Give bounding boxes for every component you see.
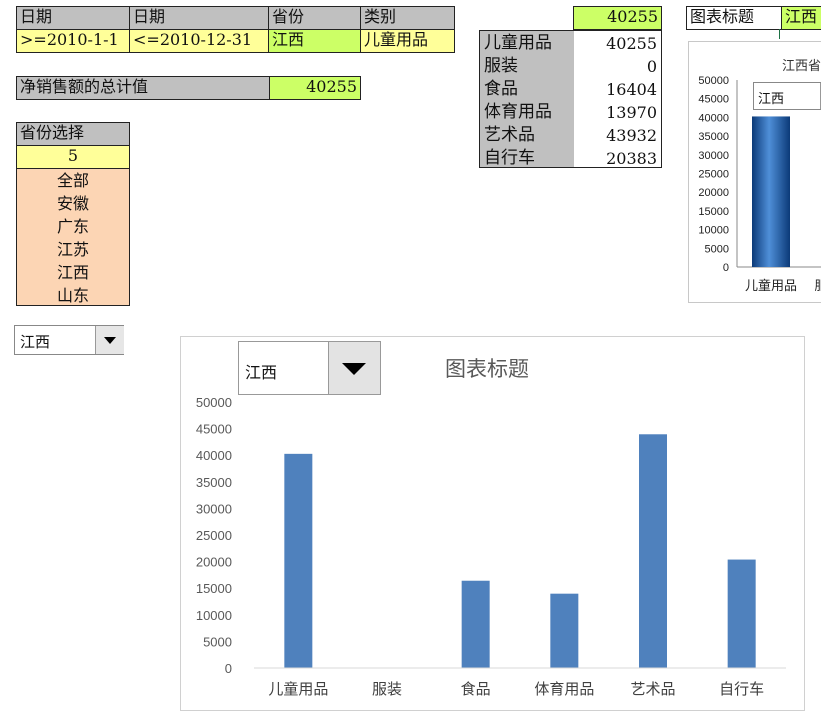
province-select-header[interactable]: 省份选择	[16, 122, 130, 146]
bar[interactable]	[550, 593, 579, 668]
chart-province-dropdown[interactable]: 江西	[238, 341, 381, 395]
criteria-value-category[interactable]: 儿童用品	[360, 29, 455, 53]
x-tick-label: 儿童用品	[268, 680, 328, 698]
criteria-value-date-from[interactable]: >=2010-1-1	[16, 29, 130, 53]
summary-row-label[interactable]: 食品	[484, 79, 518, 99]
criteria-header-date-to[interactable]: 日期	[129, 6, 269, 30]
province-option[interactable]: 江苏	[56, 240, 89, 259]
criteria-header-province[interactable]: 省份	[268, 6, 361, 30]
summary-row-label[interactable]: 艺术品	[484, 125, 535, 145]
criteria-value-province[interactable]: 江西	[268, 29, 361, 53]
summary-label-column	[480, 31, 574, 167]
province-dropdown-value: 江西	[20, 334, 51, 351]
province-option[interactable]: 安徽	[56, 194, 89, 213]
summary-top-value[interactable]: 40255	[573, 6, 662, 30]
summary-rows: 儿童用品 服装 食品 体育用品 艺术品 自行车 40255 0 16404 13…	[479, 30, 662, 168]
criteria-header-date-from[interactable]: 日期	[16, 6, 130, 30]
chart-title-value[interactable]: 江西	[781, 6, 821, 30]
y-tick-label: 20000	[698, 187, 729, 199]
criteria-value-date-to[interactable]: <=2010-12-31	[129, 29, 269, 53]
bar[interactable]	[461, 580, 490, 668]
small-chart-dropdown-value: 江西	[758, 91, 785, 106]
summary-row-value[interactable]: 20383	[606, 149, 657, 168]
summary-row-label[interactable]: 服装	[484, 56, 518, 76]
bar[interactable]	[639, 434, 667, 668]
summary-row-value[interactable]: 0	[646, 57, 657, 76]
criteria-header-category[interactable]: 类别	[360, 6, 455, 30]
summary-row-label[interactable]: 儿童用品	[484, 33, 552, 53]
summary-row-label[interactable]: 体育用品	[484, 102, 552, 122]
province-select-index[interactable]: 5	[16, 145, 130, 169]
x-tick-label: 儿童用品	[745, 278, 797, 294]
y-tick-label: 50000	[698, 75, 729, 87]
cell-cursor-line	[779, 29, 780, 39]
province-option[interactable]: 全部	[56, 171, 89, 190]
bar[interactable]	[284, 453, 313, 668]
chevron-down-icon	[342, 363, 366, 375]
y-tick-label: 0	[225, 661, 232, 676]
x-tick-label: 食品	[461, 680, 491, 698]
summary-row-value[interactable]: 43932	[606, 126, 657, 145]
province-options-list: 全部 安徽 广东 江苏 江西 山东	[16, 168, 130, 306]
total-value[interactable]: 40255	[269, 76, 361, 100]
y-tick-label: 20000	[196, 555, 232, 570]
main-chart-area[interactable]: 0 5000 10000 15000 20000 25000 30000 35000 40000…	[180, 336, 805, 711]
main-chart-title: 图表标题	[445, 358, 529, 381]
small-chart-svg: 0 5000 10000 15000 20000 25000 30000 35000 40000…	[698, 75, 821, 294]
small-chart-dropdown[interactable]: 江西	[753, 82, 821, 110]
y-tick-label: 25000	[196, 528, 232, 543]
total-label[interactable]: 净销售额的总计值	[16, 76, 270, 100]
x-tick-label: 服装	[372, 680, 402, 698]
x-tick-label: 自行车	[719, 680, 764, 698]
province-dropdown[interactable]: 江西	[14, 325, 124, 355]
y-tick-label: 5000	[203, 634, 232, 649]
y-tick-label: 45000	[196, 422, 232, 437]
y-tick-label: 5000	[705, 243, 729, 255]
y-tick-label: 35000	[196, 475, 232, 490]
x-tick-label: 艺术品	[630, 680, 675, 698]
province-dropdown-button[interactable]	[95, 326, 124, 354]
y-tick-label: 30000	[698, 150, 729, 162]
y-tick-label: 30000	[196, 501, 232, 516]
summary-row-value[interactable]: 40255	[606, 34, 657, 53]
y-tick-label: 45000	[698, 94, 729, 106]
province-option[interactable]: 江西	[56, 263, 89, 282]
province-option[interactable]: 山东	[56, 286, 89, 305]
y-tick-label: 15000	[698, 206, 729, 218]
summary-row-value[interactable]: 16404	[606, 80, 657, 99]
y-tick-label: 35000	[698, 131, 729, 143]
chart-title-label[interactable]: 图表标题	[686, 6, 782, 30]
bar[interactable]	[727, 559, 756, 668]
small-chart-area[interactable]: 0 5000 10000 15000 20000 25000 30000 35000 40000…	[688, 41, 821, 303]
bar[interactable]	[752, 116, 790, 268]
summary-row-label[interactable]: 自行车	[484, 148, 535, 168]
y-tick-label: 10000	[698, 225, 729, 237]
main-chart-svg: 0 5000 10000 15000 20000 25000 30000 35000 40000…	[196, 395, 786, 698]
chart-province-dropdown-button[interactable]	[328, 342, 380, 394]
chart-province-dropdown-value: 江西	[245, 365, 278, 382]
x-tick-label: 体育用品	[534, 680, 594, 698]
province-option[interactable]: 广东	[56, 217, 89, 236]
x-tick-label: 服	[814, 279, 821, 294]
y-tick-label: 40000	[196, 448, 232, 463]
chevron-down-icon	[104, 337, 116, 344]
y-tick-label: 40000	[698, 112, 729, 124]
y-tick-label: 0	[723, 262, 729, 274]
y-tick-label: 25000	[698, 169, 729, 181]
small-chart-title: 江西省	[782, 58, 821, 73]
y-tick-label: 50000	[196, 395, 232, 410]
y-tick-label: 10000	[196, 608, 232, 623]
summary-row-value[interactable]: 13970	[606, 103, 657, 122]
y-tick-label: 15000	[196, 581, 232, 596]
